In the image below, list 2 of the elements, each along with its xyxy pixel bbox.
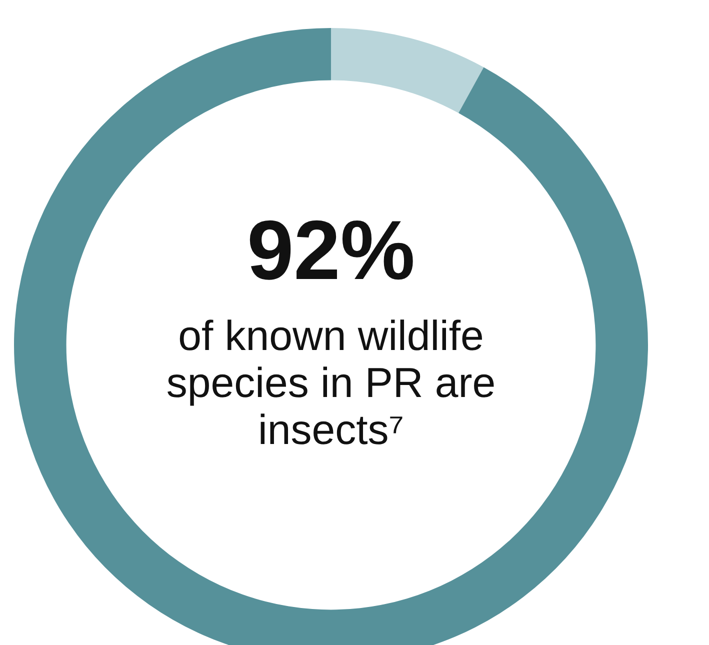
text: of known wildlife species in PR are insects⁷ (165, 312, 497, 453)
text: 92% (246, 202, 416, 299)
